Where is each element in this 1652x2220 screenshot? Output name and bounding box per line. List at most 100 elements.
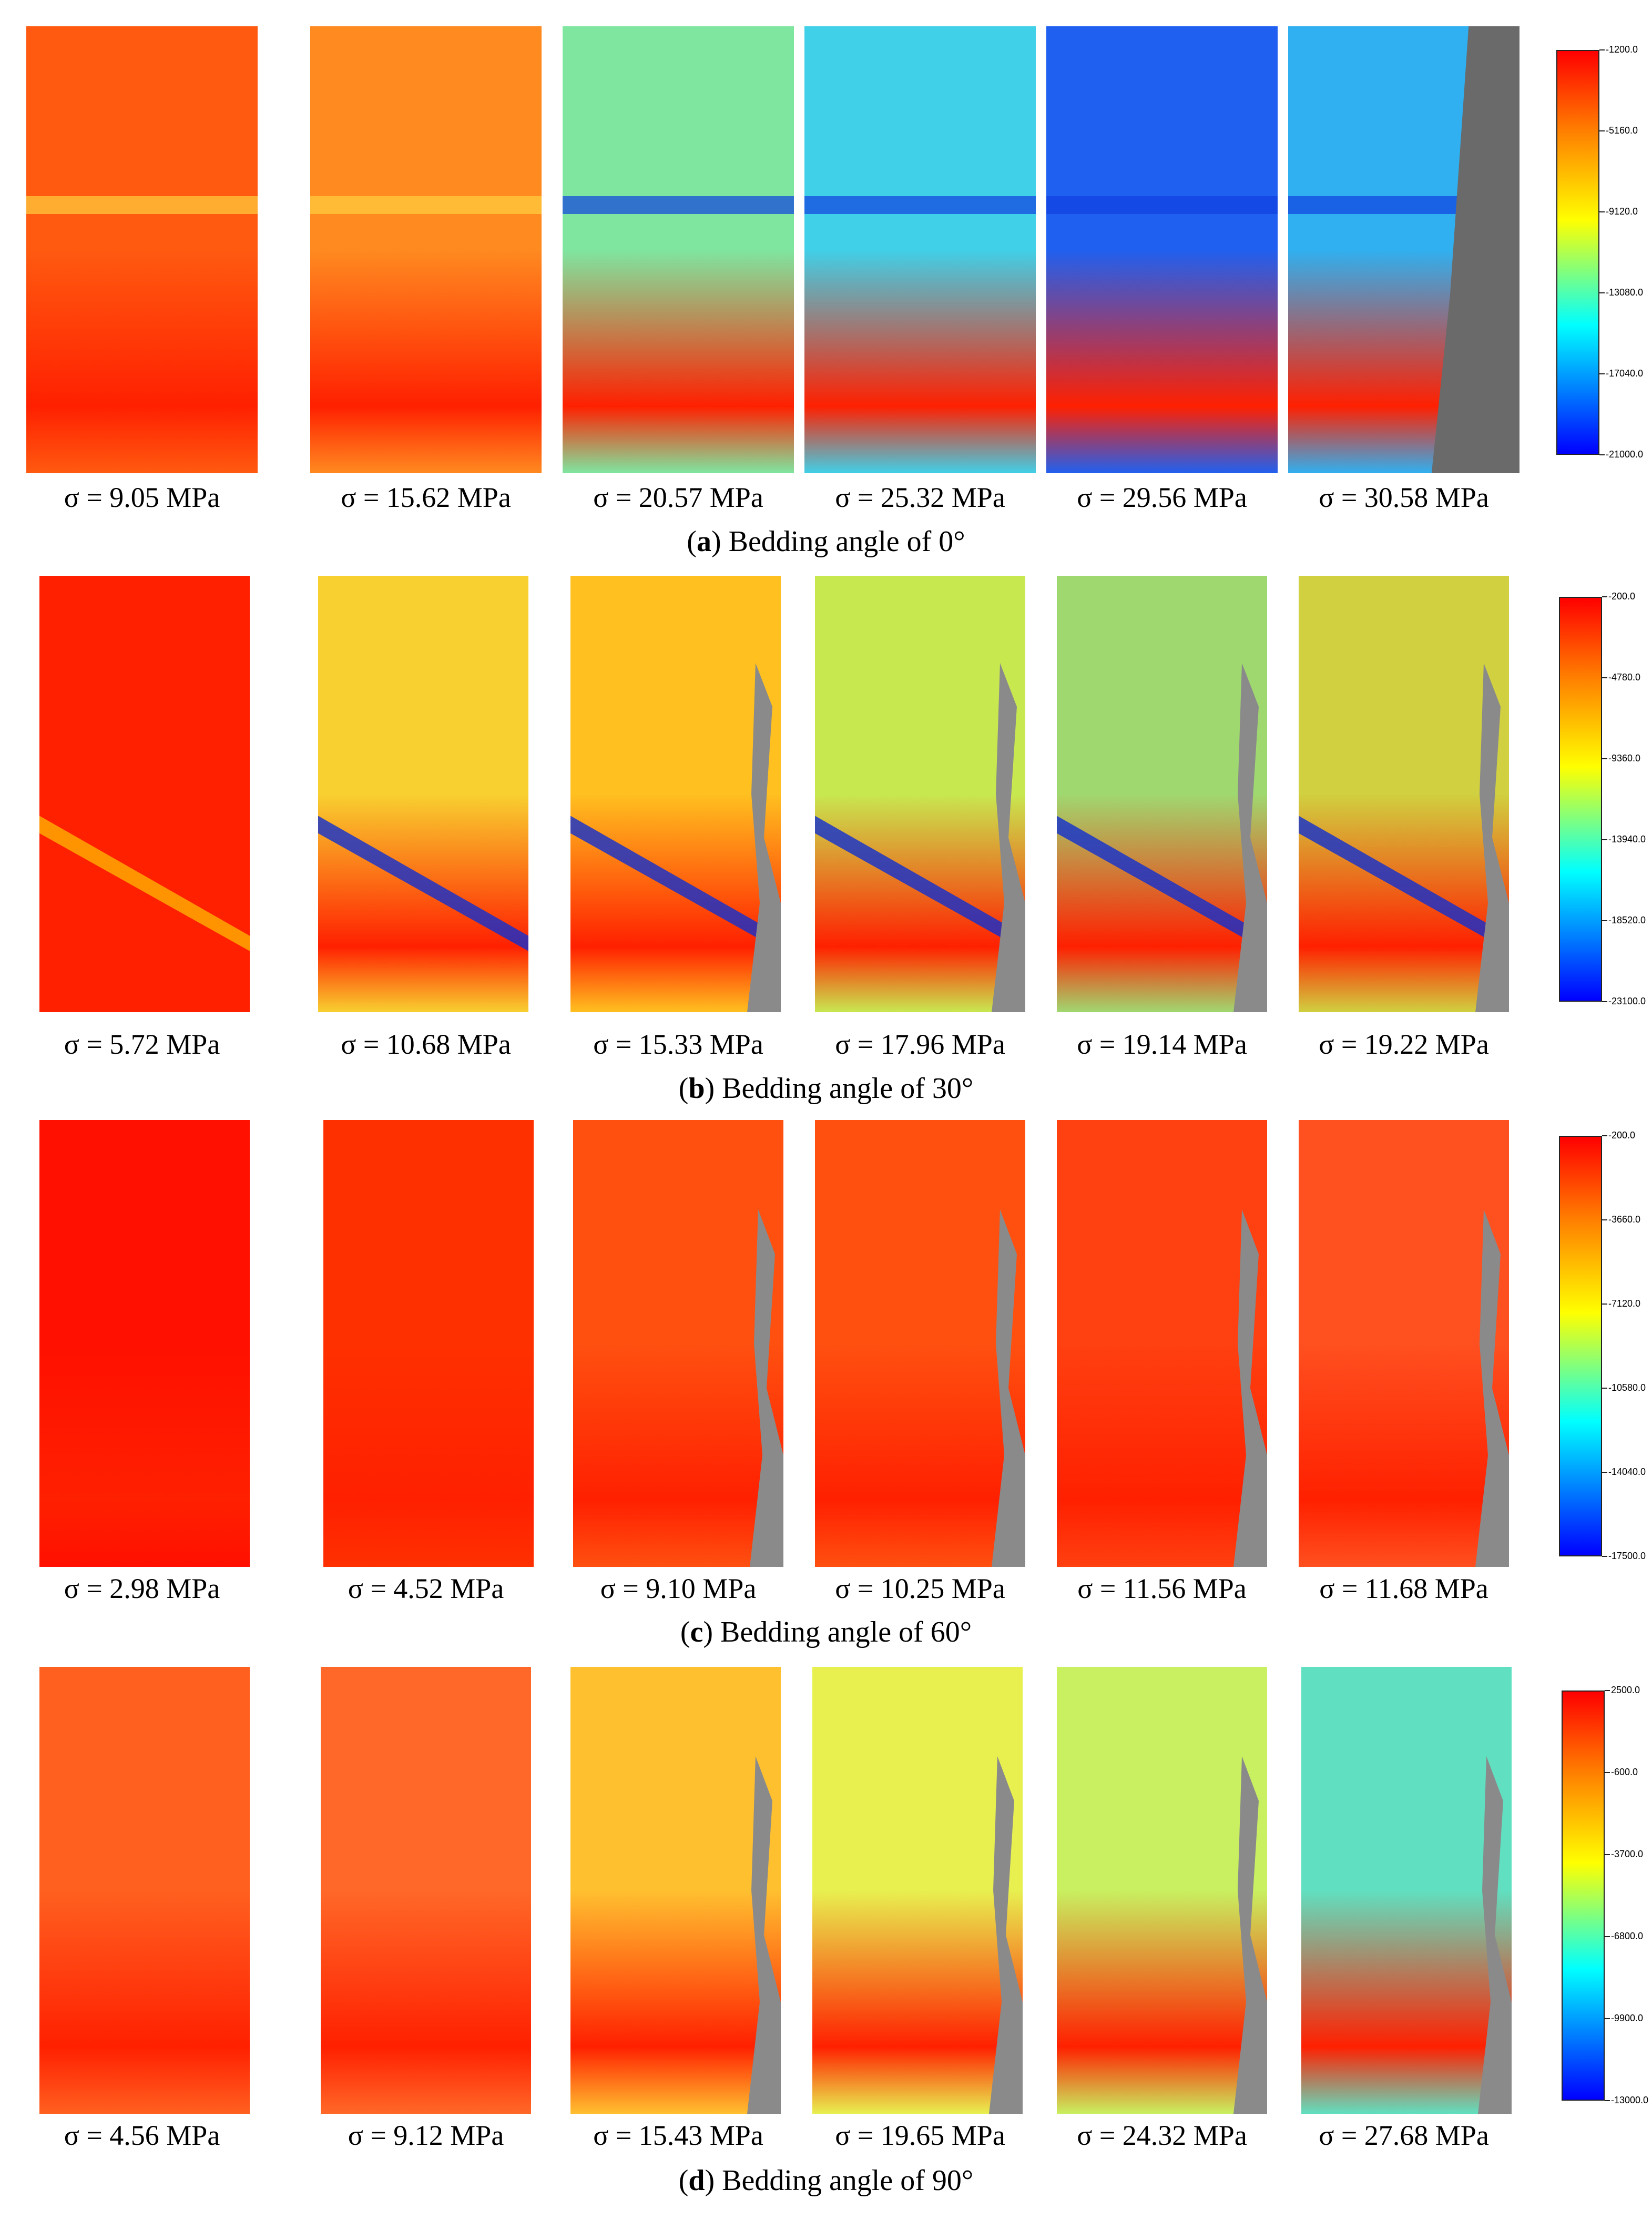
scale-tick-label: -21000.0 — [1606, 449, 1644, 460]
stress-label-b-2: σ = 10.68 MPa — [341, 1028, 511, 1060]
scale-tick-label: -3700.0 — [1611, 1849, 1644, 1859]
strain-map-image — [321, 1667, 531, 2114]
strain-map-d-4 — [812, 1667, 1023, 2114]
strain-map-c-2 — [323, 1120, 534, 1567]
scale-tick-label: -200.0 — [1608, 591, 1636, 602]
strain-map-image — [310, 26, 542, 473]
stress-label-c-6: σ = 11.68 MPa — [1319, 1573, 1488, 1604]
strain-map-c-4 — [815, 1120, 1025, 1567]
scale-tick-mark — [1599, 49, 1605, 50]
stress-label-c-2: σ = 4.52 MPa — [348, 1573, 504, 1604]
strain-map-b-3 — [570, 576, 781, 1012]
scale-tick-mark — [1599, 373, 1605, 374]
stress-label-a-4: σ = 25.32 MPa — [835, 482, 1005, 513]
strain-map-image — [1057, 1667, 1267, 2114]
strain-map-a-6 — [1288, 26, 1520, 473]
scale-tick-label: -1200.0 — [1606, 44, 1638, 55]
strain-map-image — [570, 576, 781, 1012]
scale-tick-label: -13080.0 — [1606, 287, 1644, 298]
strain-map-image — [1057, 1120, 1267, 1567]
scale-tick-label: -9900.0 — [1611, 2013, 1644, 2023]
strain-map-image — [323, 1120, 534, 1567]
strain-map-b-5 — [1057, 576, 1267, 1012]
strain-map-a-2 — [310, 26, 542, 473]
strain-map-image — [1288, 26, 1520, 473]
strain-map-image — [1301, 1667, 1512, 2114]
strain-map-a-3 — [563, 26, 794, 473]
scale-tick-mark — [1602, 677, 1607, 678]
scale-tick-mark — [1602, 1556, 1607, 1557]
scale-tick-label: -17500.0 — [1608, 1551, 1646, 1561]
stress-label-c-4: σ = 10.25 MPa — [835, 1573, 1005, 1604]
strain-map-image — [804, 26, 1036, 473]
scale-tick-mark — [1602, 1219, 1607, 1220]
panel-c: σ = 2.98 MPa σ = 4.52 MPa σ = 9.10 MPa σ… — [0, 1109, 1652, 1656]
strain-map-d-1 — [39, 1667, 250, 2114]
strain-map-image — [812, 1667, 1023, 2114]
stress-label-a-5: σ = 29.56 MPa — [1077, 482, 1247, 513]
scale-tick-label: -600.0 — [1611, 1767, 1638, 1777]
scale-tick-label: -18520.0 — [1608, 915, 1646, 925]
scale-tick-mark — [1599, 292, 1605, 293]
scale-tick-mark — [1605, 1772, 1610, 1773]
scale-tick-mark — [1599, 130, 1605, 131]
strain-map-image — [570, 1667, 781, 2114]
scale-tick-label: -13000.0 — [1611, 2095, 1649, 2105]
strain-map-image — [1046, 26, 1278, 473]
scale-tick-label: -4780.0 — [1608, 672, 1641, 683]
stress-label-b-5: σ = 19.14 MPa — [1077, 1028, 1247, 1060]
caption-d: (d) Bedding angle of 90° — [678, 2164, 974, 2197]
color-scale-bar-c — [1559, 1136, 1602, 1556]
strain-map-c-6 — [1299, 1120, 1509, 1567]
stress-label-a-2: σ = 15.62 MPa — [341, 482, 511, 513]
scale-tick-mark — [1605, 2100, 1610, 2101]
stress-label-c-3: σ = 9.10 MPa — [600, 1573, 757, 1604]
strain-map-image — [815, 576, 1025, 1012]
color-scale-bar-a — [1556, 50, 1599, 455]
panel-a: σ = 9.05 MPa σ = 15.62 MPa σ = 20.57 MPa… — [0, 0, 1652, 563]
scale-tick-label: -6800.0 — [1611, 1931, 1644, 1941]
scale-tick-mark — [1602, 1001, 1607, 1002]
strain-map-c-1 — [39, 1120, 250, 1567]
strain-map-c-3 — [573, 1120, 783, 1567]
stress-label-c-1: σ = 2.98 MPa — [64, 1573, 220, 1604]
stress-label-d-2: σ = 9.12 MPa — [348, 2120, 504, 2151]
strain-map-a-1 — [26, 26, 258, 473]
scale-tick-label: -14040.0 — [1608, 1467, 1646, 1477]
scale-tick-label: -17040.0 — [1606, 368, 1644, 379]
strain-map-image — [1057, 576, 1267, 1012]
scale-tick-mark — [1602, 839, 1607, 840]
strain-map-b-2 — [318, 576, 528, 1012]
strain-map-a-5 — [1046, 26, 1278, 473]
strain-map-image — [39, 1120, 250, 1567]
strain-map-d-3 — [570, 1667, 781, 2114]
color-scale-bar-b — [1559, 597, 1602, 1002]
scale-tick-label: -200.0 — [1608, 1130, 1636, 1140]
stress-label-a-6: σ = 30.58 MPa — [1319, 482, 1489, 513]
scale-tick-label: 2500.0 — [1611, 1685, 1640, 1695]
stress-label-a-1: σ = 9.05 MPa — [64, 482, 220, 513]
strain-map-c-5 — [1057, 1120, 1267, 1567]
scale-tick-label: -10580.0 — [1608, 1382, 1646, 1393]
scale-tick-mark — [1605, 2018, 1610, 2019]
strain-map-d-6 — [1301, 1667, 1512, 2114]
scale-tick-label: -9360.0 — [1608, 753, 1641, 763]
scale-tick-mark — [1605, 1936, 1610, 1937]
scale-tick-label: -5160.0 — [1606, 125, 1638, 136]
stress-label-b-3: σ = 15.33 MPa — [593, 1028, 763, 1060]
strain-map-a-4 — [804, 26, 1036, 473]
strain-map-b-6 — [1299, 576, 1509, 1012]
scale-tick-mark — [1599, 454, 1605, 455]
strain-map-image — [39, 1667, 250, 2114]
strain-map-image — [26, 26, 258, 473]
stress-label-b-4: σ = 17.96 MPa — [835, 1028, 1005, 1060]
stress-label-a-3: σ = 20.57 MPa — [593, 482, 763, 513]
strain-map-image — [815, 1120, 1025, 1567]
stress-label-d-6: σ = 27.68 MPa — [1319, 2120, 1489, 2151]
strain-map-b-4 — [815, 576, 1025, 1012]
caption-a: (a) Bedding angle of 0° — [687, 525, 965, 558]
scale-tick-mark — [1602, 1304, 1607, 1305]
strain-map-d-2 — [321, 1667, 531, 2114]
scale-tick-label: -7120.0 — [1608, 1298, 1641, 1309]
panel-d: σ = 4.56 MPa σ = 9.12 MPa σ = 15.43 MPa … — [0, 1656, 1652, 2220]
